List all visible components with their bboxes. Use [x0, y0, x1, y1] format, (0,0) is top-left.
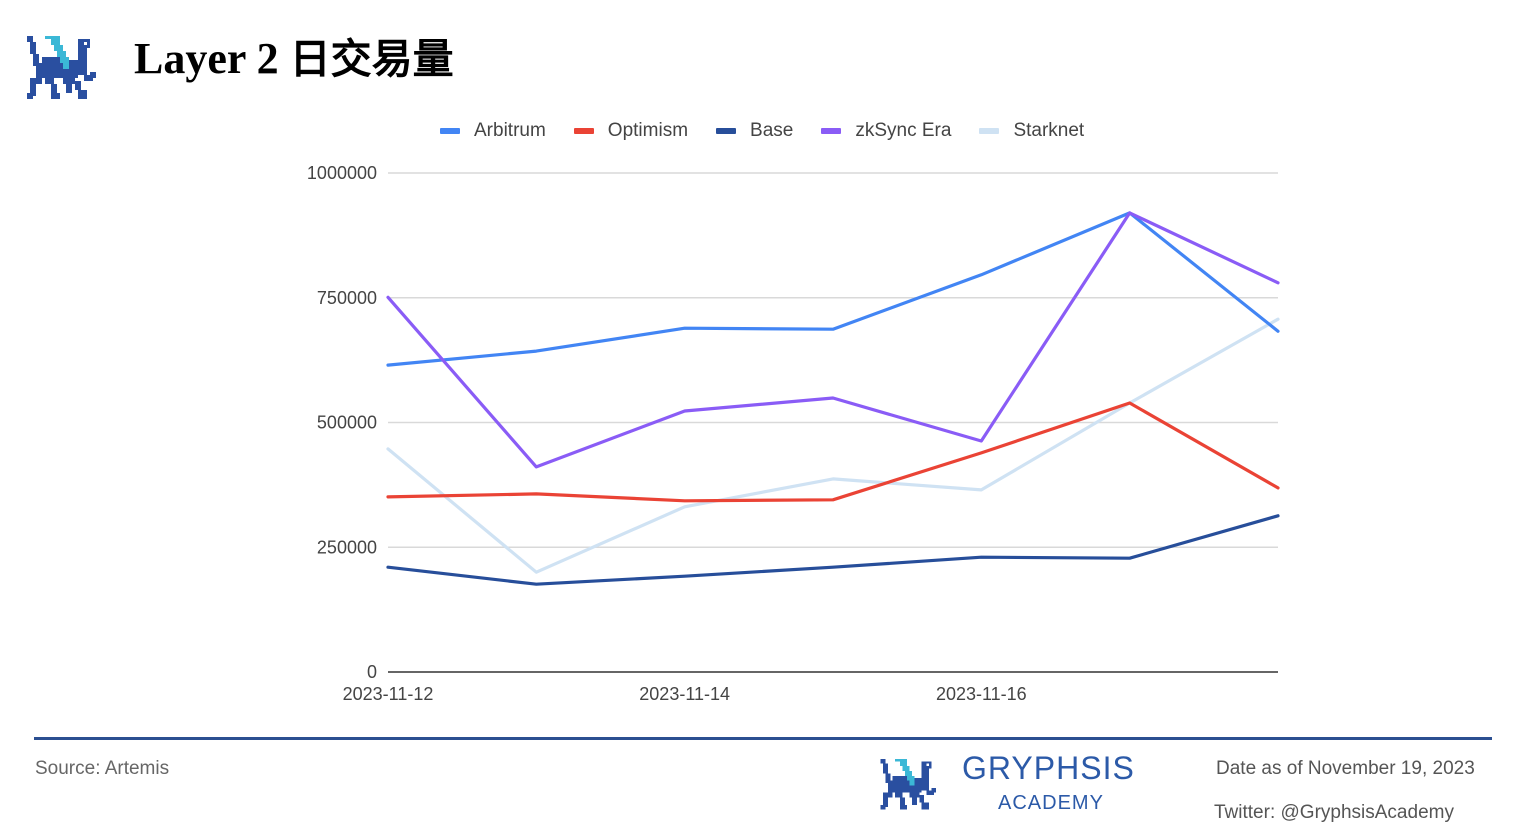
chart-series — [386, 211, 1280, 586]
legend-label: Arbitrum — [474, 120, 546, 141]
legend-item-base[interactable]: Base — [716, 120, 793, 142]
series-line-starknet[interactable] — [386, 317, 1280, 574]
footer-divider — [34, 737, 1492, 740]
page-title: Layer 2 日交易量 — [134, 30, 454, 88]
gryphon-logo-icon — [27, 36, 96, 99]
legend-swatch-icon — [979, 128, 1000, 134]
chart-gridlines — [388, 172, 1278, 673]
legend-item-optimism[interactable]: Optimism — [573, 120, 689, 142]
x-tick-label: 2023-11-16 — [936, 684, 1027, 704]
series-line-base[interactable] — [386, 514, 1280, 586]
brand-subtitle: ACADEMY — [998, 792, 1104, 814]
date-text: Date as of November 19, 2023 — [1216, 758, 1475, 779]
legend-label: Base — [750, 120, 794, 141]
y-tick-label: 750000 — [317, 288, 377, 308]
series-line-optimism[interactable] — [386, 401, 1280, 503]
series-line-arbitrum[interactable] — [386, 211, 1280, 367]
y-tick-label: 250000 — [317, 537, 377, 557]
legend-label: Optimism — [607, 120, 689, 141]
legend-swatch-icon — [440, 128, 460, 134]
series-line-zksync-era[interactable] — [386, 211, 1280, 469]
source-text: Source: Artemis — [35, 758, 170, 779]
brand-block: GRYPHSIS ACADEMY — [880, 750, 1150, 818]
legend-item-arbitrum[interactable]: Arbitrum — [440, 120, 546, 142]
legend-item-starknet[interactable]: Starknet — [979, 120, 1084, 142]
brand-name: GRYPHSIS — [962, 750, 1135, 786]
legend-label: Starknet — [1013, 120, 1085, 141]
y-tick-label: 0 — [367, 662, 377, 682]
x-tick-label: 2023-11-12 — [343, 684, 434, 704]
legend-swatch-icon — [821, 128, 842, 134]
x-axis-ticks: 2023-11-12 2023-11-14 2023-11-16 — [343, 684, 1027, 704]
y-tick-label: 1000000 — [307, 163, 377, 183]
y-axis-ticks: 0 250000 500000 750000 1000000 — [307, 163, 377, 682]
twitter-handle: Twitter: @GryphsisAcademy — [1214, 802, 1454, 823]
x-tick-label: 2023-11-14 — [639, 684, 730, 704]
gryphon-logo-icon — [880, 758, 937, 810]
title-cjk: 日交易量 — [289, 35, 454, 83]
legend-item-zksync-era[interactable]: zkSync Era — [821, 120, 951, 142]
chart-legend: Arbitrum Optimism Base zkSync Era Starkn… — [440, 118, 1112, 144]
title-latin: Layer 2 — [134, 34, 290, 83]
legend-swatch-icon — [716, 128, 737, 134]
y-tick-label: 500000 — [317, 413, 377, 433]
legend-label: zkSync Era — [855, 120, 952, 141]
legend-swatch-icon — [573, 128, 594, 134]
